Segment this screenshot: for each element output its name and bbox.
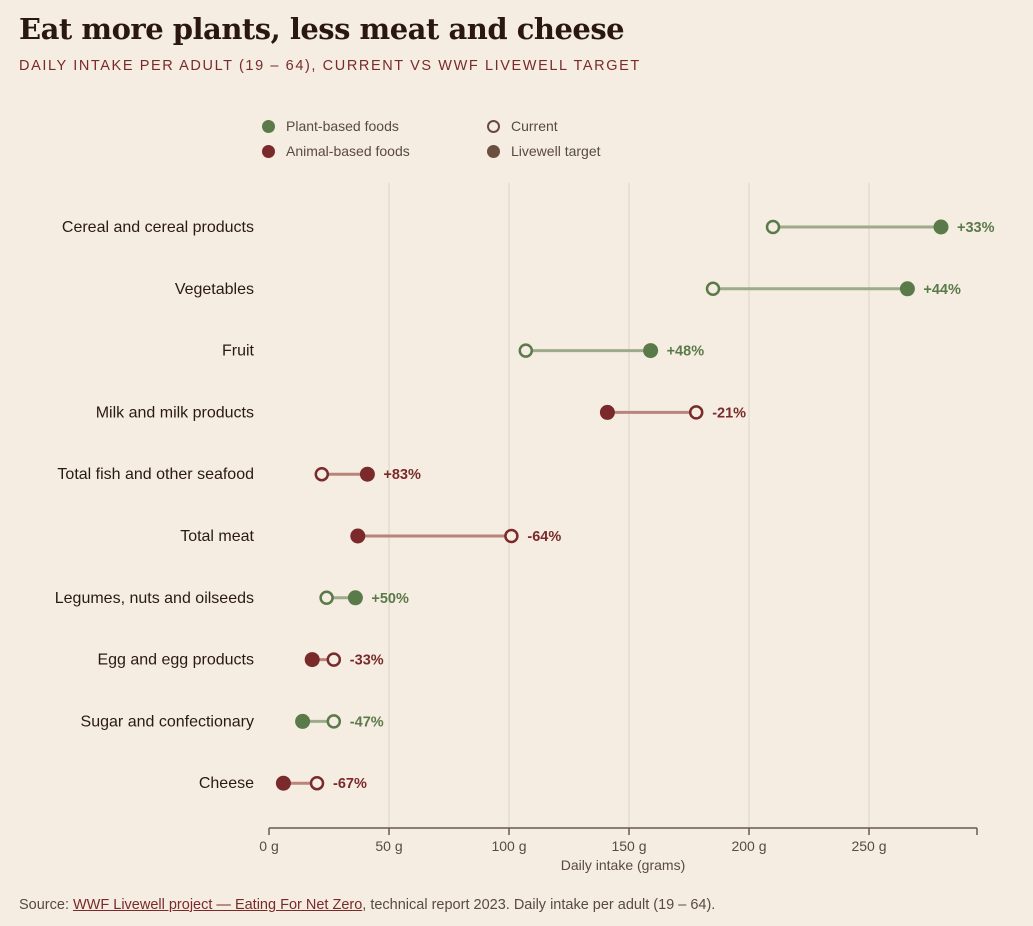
current-point (705, 281, 721, 297)
x-tick-label: 0 g (259, 838, 278, 854)
source-note: Source: WWF Livewell project — Eating Fo… (19, 897, 715, 913)
change-label: +33% (957, 220, 995, 236)
source-prefix: Source: (19, 897, 73, 913)
x-axis-label: Daily intake (grams) (561, 857, 685, 873)
category-label: Cereal and cereal products (62, 219, 254, 236)
target-point (275, 775, 291, 791)
current-point (765, 219, 781, 235)
change-label: -33% (350, 653, 384, 669)
target-point (359, 466, 375, 482)
current-point (314, 466, 330, 482)
current-point (319, 590, 334, 606)
legend-label-plant: Plant-based foods (286, 118, 399, 134)
category-label: Milk and milk products (96, 404, 254, 421)
category-label: Vegetables (175, 281, 254, 298)
change-label: +44% (923, 282, 961, 298)
x-tick-label: 50 g (375, 838, 402, 854)
chart-subtitle: Daily intake per adult (19 – 64), curren… (19, 58, 641, 74)
current-point (326, 652, 342, 667)
legend-label-target: Livewell target (511, 143, 601, 159)
legend-item-target: Livewell target (487, 143, 601, 159)
category-label: Sugar and confectionary (81, 713, 254, 730)
category-label: Cheese (199, 775, 254, 792)
category-label: Total meat (180, 528, 254, 545)
current-point (309, 775, 325, 791)
change-label: +83% (383, 467, 421, 483)
x-tick-label: 100 g (491, 838, 526, 854)
target-point (933, 219, 949, 235)
current-point (326, 714, 342, 729)
current-point (518, 343, 534, 358)
x-tick-label: 250 g (851, 838, 886, 854)
x-tick-label: 200 g (731, 838, 766, 854)
plant-swatch-icon (262, 119, 275, 133)
current-swatch-icon (487, 119, 500, 133)
category-label: Fruit (222, 343, 255, 360)
target-point (347, 590, 363, 606)
legend-item-current: Current (487, 118, 558, 134)
target-point (599, 404, 615, 420)
change-label: -67% (333, 776, 367, 792)
target-point (350, 528, 366, 544)
change-label: -21% (712, 405, 746, 421)
current-point (504, 528, 519, 544)
dumbbell-chart: 0 g 50 g 100 g 150 g 200 g 250 g Daily intake … (55, 183, 995, 873)
chart-title: Eat more plants, less meat and cheese (19, 12, 625, 46)
x-tick-label: 150 g (611, 838, 646, 854)
source-link[interactable]: WWF Livewell project — Eating For Net Ze… (73, 897, 363, 913)
legend-label-animal: Animal-based foods (286, 143, 410, 159)
target-point (643, 343, 659, 359)
legend-item-animal: Animal-based foods (262, 143, 410, 159)
legend-label-current: Current (511, 118, 558, 134)
category-label: Total fish and other seafood (57, 466, 254, 483)
change-label: -64% (527, 529, 561, 545)
animal-swatch-icon (262, 144, 275, 158)
change-label: +48% (667, 344, 705, 360)
target-point (899, 281, 915, 297)
category-label: Egg and egg products (97, 652, 254, 669)
source-suffix: , technical report 2023. Daily intake pe… (362, 897, 716, 913)
legend-item-plant: Plant-based foods (262, 118, 399, 134)
current-point (688, 405, 704, 420)
change-label: +50% (371, 591, 409, 607)
target-point (295, 713, 311, 729)
target-point (304, 652, 320, 668)
change-label: -47% (350, 714, 384, 730)
target-swatch-icon (487, 144, 500, 158)
category-label: Legumes, nuts and oilseeds (55, 590, 254, 607)
